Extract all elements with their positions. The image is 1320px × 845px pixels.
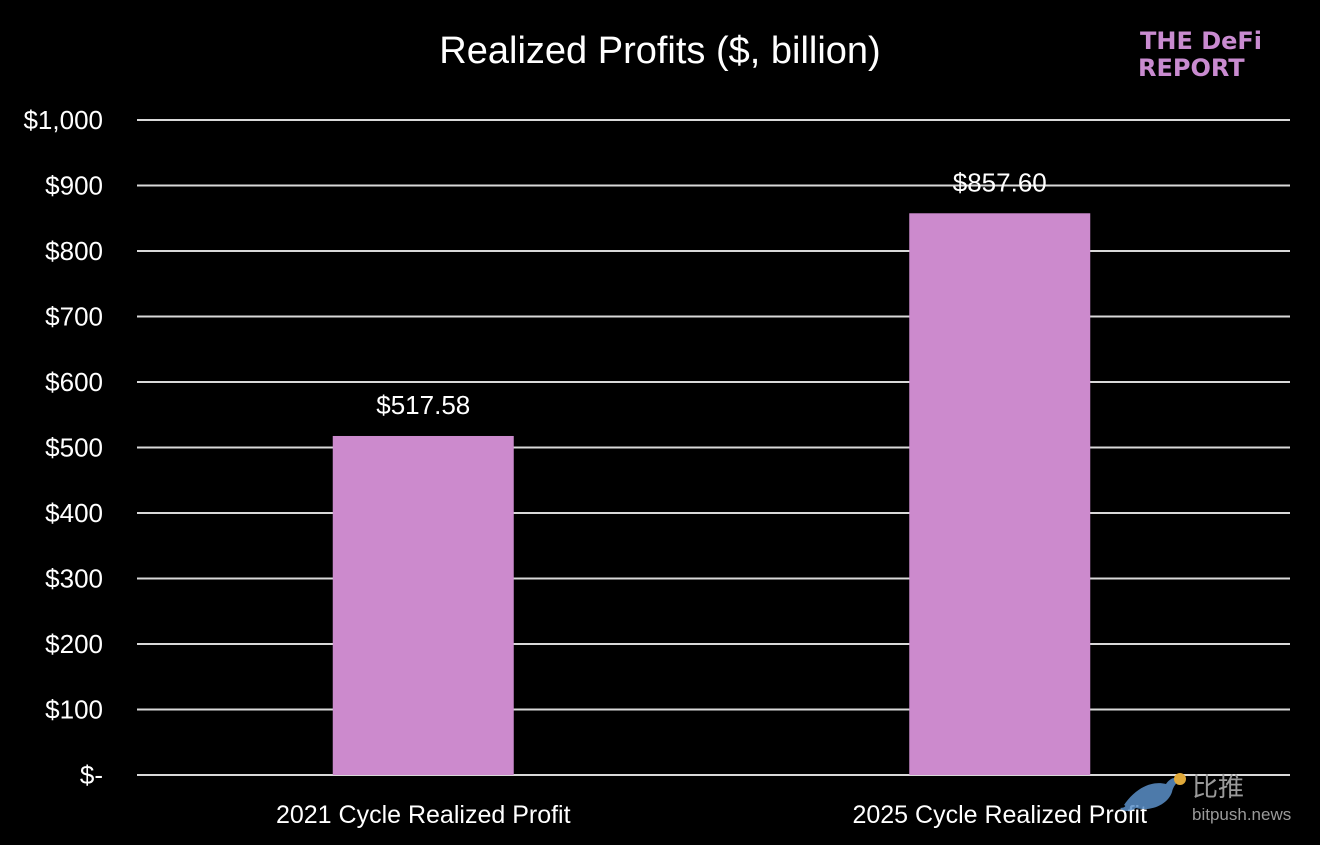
bird-icon: [1120, 777, 1180, 811]
bar: [909, 213, 1091, 776]
data-labels: $517.58 $857.60: [376, 167, 1046, 420]
y-axis-ticks: $- $100 $200 $300 $400 $500 $600 $700 $800 $900 $1…: [23, 105, 103, 790]
bitpush-watermark: 比推 bitpush.news: [1120, 772, 1291, 824]
watermark-url: bitpush.news: [1192, 805, 1291, 824]
defi-report-logo: THE DeFi REPORT: [1138, 27, 1262, 82]
bars: [332, 213, 1091, 776]
y-tick-label: $900: [45, 171, 103, 201]
y-tick-label: $500: [45, 433, 103, 463]
data-label: $857.60: [953, 167, 1047, 197]
logo-line-1: THE DeFi: [1140, 27, 1262, 55]
x-tick-label: 2025 Cycle Realized Profit: [852, 801, 1147, 829]
y-tick-label: $700: [45, 302, 103, 332]
y-tick-label: $1,000: [23, 105, 103, 135]
logo-line-2: REPORT: [1138, 54, 1245, 82]
data-label: $517.58: [376, 390, 470, 420]
chart-title: Realized Profits ($, billion): [439, 30, 880, 72]
x-tick-label: 2021 Cycle Realized Profit: [276, 801, 571, 829]
y-tick-label: $400: [45, 498, 103, 528]
y-tick-label: $100: [45, 695, 103, 725]
gridlines: [137, 119, 1290, 776]
bar: [332, 435, 514, 775]
y-tick-label: $300: [45, 564, 103, 594]
y-tick-label: $200: [45, 629, 103, 659]
watermark-brand: 比推: [1192, 772, 1244, 802]
y-tick-label: $600: [45, 367, 103, 397]
y-tick-label: $-: [80, 760, 103, 790]
coin-icon: [1174, 773, 1186, 785]
y-tick-label: $800: [45, 236, 103, 266]
x-axis-ticks: 2021 Cycle Realized Profit 2025 Cycle Rea…: [276, 801, 1147, 829]
